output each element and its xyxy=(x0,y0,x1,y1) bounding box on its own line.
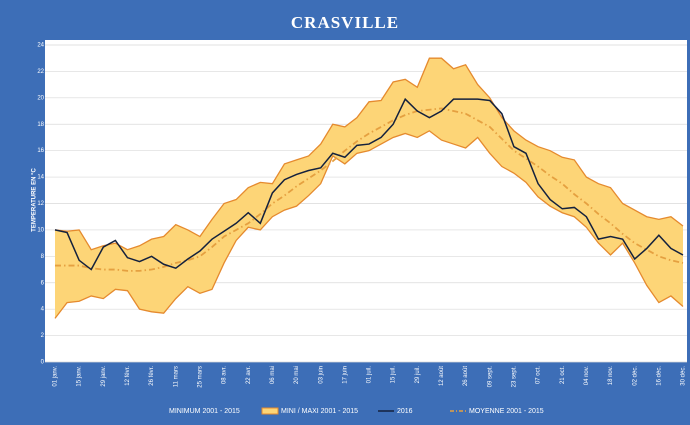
x-tick-label: 15 juil. xyxy=(391,366,397,384)
y-tick-label: 8 xyxy=(41,254,45,260)
x-tick-label: 29 juil. xyxy=(415,366,421,384)
x-tick-label: 01 janv. xyxy=(53,366,59,387)
x-tick-label: 02 déc. xyxy=(632,366,638,386)
x-tick-label: 04 nov. xyxy=(584,366,590,386)
y-tick-label: 24 xyxy=(37,43,44,49)
y-tick-label: 14 xyxy=(37,175,44,181)
x-tick-label: 15 janv. xyxy=(77,366,83,387)
legend-label: 2016 xyxy=(397,408,413,415)
y-tick-label: 22 xyxy=(37,69,44,75)
x-tick-label: 26 févr. xyxy=(149,366,155,386)
x-tick-label: 12 févr. xyxy=(125,366,131,386)
x-tick-label: 06 mai xyxy=(270,366,276,384)
legend-swatch xyxy=(261,407,279,415)
x-tick-label: 20 mai xyxy=(294,366,300,384)
x-tick-label: 08 avr. xyxy=(222,366,228,384)
x-tick-label: 01 juil. xyxy=(367,366,373,384)
x-tick-label: 22 avr. xyxy=(246,366,252,384)
y-tick-label: 4 xyxy=(41,307,45,313)
x-tick-label: 23 sept. xyxy=(512,366,518,388)
y-tick-label: 16 xyxy=(37,148,44,154)
x-tick-label: 26 août xyxy=(463,366,469,386)
x-tick-label: 09 sept. xyxy=(487,366,493,388)
legend-label: MINI / MAXI 2001 - 2015 xyxy=(281,408,358,415)
y-tick-label: 0 xyxy=(41,360,45,366)
y-tick-label: 12 xyxy=(37,201,44,207)
mean-line xyxy=(55,107,684,272)
x-tick-label: 03 juin xyxy=(318,366,324,384)
legend-label: MOYENNE 2001 - 2015 xyxy=(469,408,544,415)
y-tick-label: 18 xyxy=(37,122,44,128)
x-tick-label: 25 mars xyxy=(198,366,204,388)
y-tick-label: 2 xyxy=(41,333,45,339)
x-tick-label: 12 août xyxy=(439,366,445,386)
y-tick-label: 10 xyxy=(37,227,44,233)
x-tick-label: 21 oct. xyxy=(560,366,566,384)
chart-title: CRASVILLE xyxy=(291,13,399,32)
band xyxy=(55,58,683,319)
x-tick-label: 16 déc. xyxy=(656,366,662,386)
x-tick-label: 29 janv. xyxy=(101,366,107,387)
y-tick-label: 20 xyxy=(37,95,44,101)
x-tick-label: 17 juin xyxy=(342,366,348,384)
y-axis-label: TEMPERATURE EN °C xyxy=(32,168,38,232)
x-tick-label: 07 oct. xyxy=(536,366,542,384)
x-tick-label: 30 déc. xyxy=(681,366,687,386)
y-tick-label: 6 xyxy=(41,280,45,286)
x-tick-label: 11 mars xyxy=(173,366,179,387)
line xyxy=(54,97,684,271)
legend-label: MINIMUM 2001 - 2015 xyxy=(169,408,240,415)
max-line xyxy=(54,57,684,251)
x-tick-label: 18 nov. xyxy=(608,366,614,386)
min-line xyxy=(54,130,684,319)
